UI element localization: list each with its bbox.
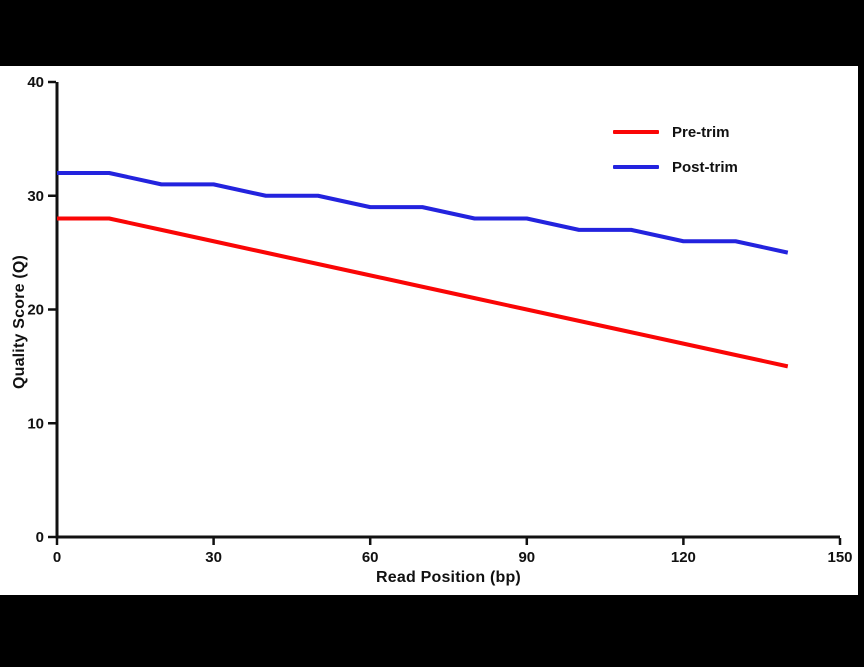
x-tick-label-60: 60 [362, 549, 379, 566]
y-axis-title: Quality Score (Q) [11, 254, 28, 390]
x-axis-title: Read Position (bp) [376, 569, 521, 586]
top-letterbox-bar [0, 0, 864, 66]
series-line-pre-trim [57, 216, 789, 369]
series-line-post-trim [57, 171, 789, 255]
x-tick-label-150: 150 [827, 549, 852, 566]
y-tick-label-10: 10 [27, 415, 44, 432]
pre-trim-line-swatch [613, 130, 659, 134]
post-trim-line-swatch [613, 165, 659, 169]
x-tick-label-120: 120 [671, 549, 696, 566]
y-tick-label-0: 0 [36, 529, 44, 546]
legend-label-pre-trim: Pre-trim [672, 123, 730, 141]
y-tick-label-30: 30 [27, 188, 44, 205]
bottom-letterbox-bar [0, 595, 864, 667]
y-tick-label-20: 20 [27, 302, 44, 319]
right-letterbox-bar [858, 0, 864, 667]
y-tick-label-40: 40 [27, 74, 44, 91]
x-tick-label-30: 30 [205, 549, 222, 566]
x-tick-label-0: 0 [53, 549, 61, 566]
legend-item-pre-trim: Pre-trim [613, 118, 738, 146]
x-tick-label-90: 90 [518, 549, 535, 566]
legend-item-post-trim: Post-trim [613, 153, 738, 181]
legend-label-post-trim: Post-trim [672, 158, 738, 176]
chart-legend: Pre-trim Post-trim [613, 118, 738, 181]
